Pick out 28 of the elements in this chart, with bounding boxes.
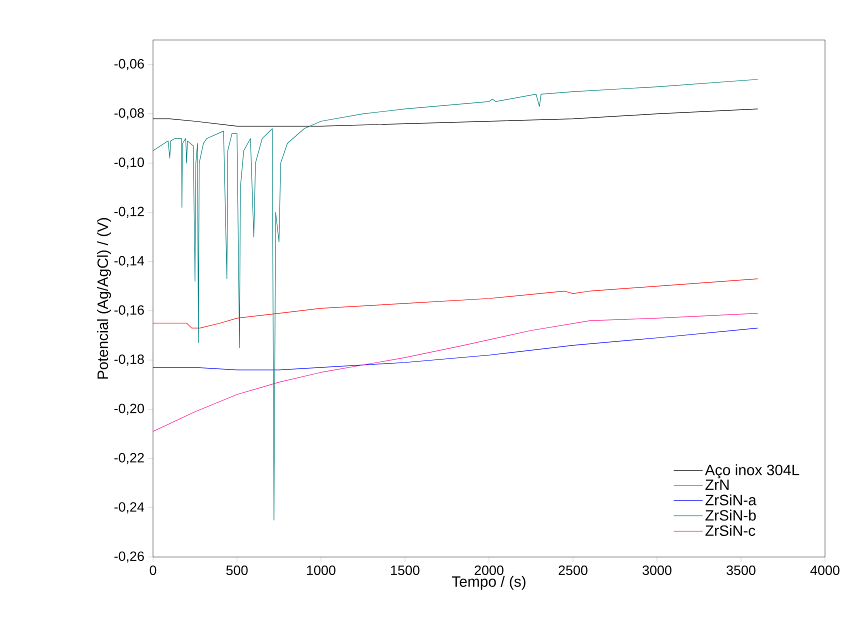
legend-label: Aço inox 304L xyxy=(704,464,800,478)
y-tick-label: -0,20 xyxy=(114,404,144,415)
y-tick-label: -0,12 xyxy=(114,206,144,218)
x-tick-label: 2000 xyxy=(474,566,504,576)
y-tick-label: -0,10 xyxy=(114,158,144,169)
x-tick-label: 1500 xyxy=(391,566,420,576)
legend-label: ZrSiN-a xyxy=(705,494,756,506)
y-tick-label: -0,24 xyxy=(114,502,144,514)
y-tick-label: -0,14 xyxy=(114,256,144,268)
x-tick-label: 3000 xyxy=(642,566,672,576)
y-tick-label: -0,06 xyxy=(114,59,144,70)
y-tick-label: -0,18 xyxy=(114,354,144,366)
x-tick-label: 0 xyxy=(150,566,156,576)
x-tick-label: 1000 xyxy=(307,566,336,576)
y-tick-label: -0,22 xyxy=(114,452,144,464)
y-axis-title: Potencial (Ag/AgCl) / (V) xyxy=(97,218,111,379)
y-tick-label: -0,16 xyxy=(114,305,144,316)
y-tick-label: -0,08 xyxy=(114,108,144,120)
legend-label: ZrSiN-b xyxy=(705,510,756,521)
y-tick-label: -0,26 xyxy=(114,551,144,563)
x-tick-label: 500 xyxy=(226,566,248,576)
x-tick-label: 4000 xyxy=(810,566,840,576)
x-tick-label: 2500 xyxy=(558,566,588,576)
legend-label: ZrN xyxy=(705,480,729,490)
line-series xyxy=(153,278,758,328)
legend-label: ZrSiN-c xyxy=(705,524,756,536)
x-axis-title: Tempo / (s) xyxy=(452,576,526,590)
x-tick-label: 3500 xyxy=(726,566,756,576)
